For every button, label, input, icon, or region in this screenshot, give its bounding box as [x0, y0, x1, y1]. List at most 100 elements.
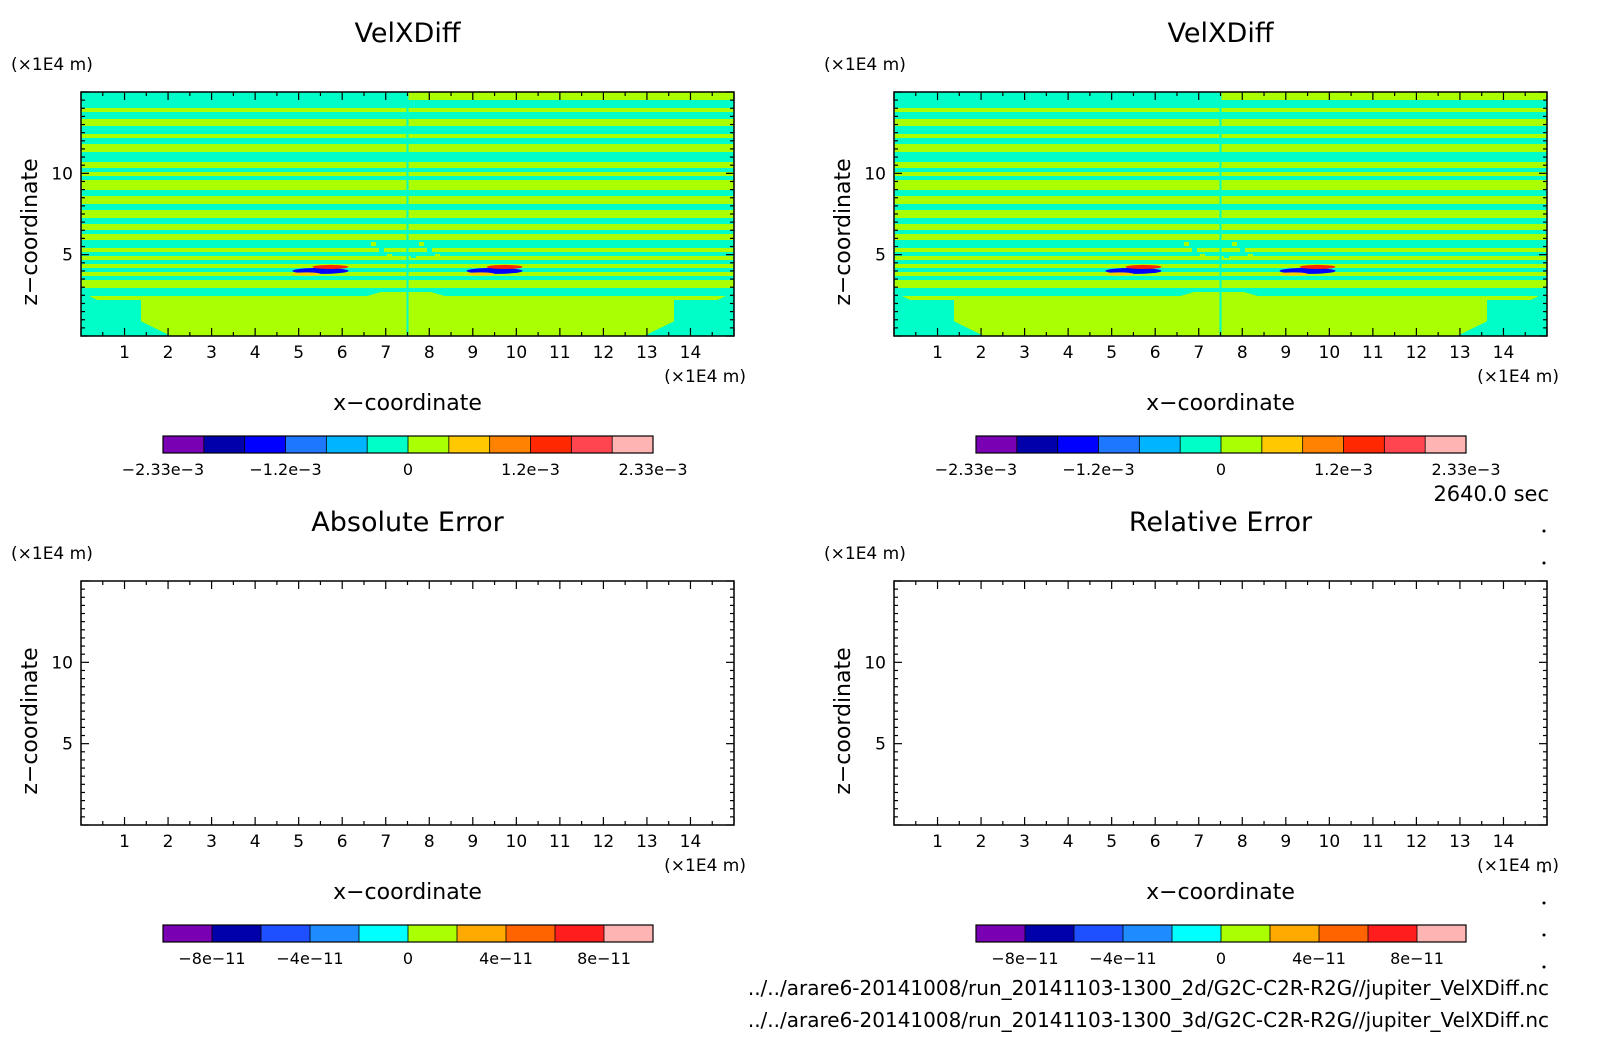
field-region — [674, 300, 734, 336]
field-ripple — [1256, 242, 1261, 246]
file-path-2: ../../arare6-20141008/run_20141103-1300_… — [748, 1008, 1549, 1032]
x-tick-label: 10 — [506, 832, 528, 852]
colorbar-swatch — [1123, 925, 1173, 942]
field-feature — [1125, 264, 1162, 269]
colorbar-swatch — [1425, 436, 1467, 453]
chart-title: VelXDiff — [355, 18, 462, 49]
colorbar-label: −4e−11 — [1089, 949, 1156, 968]
field-band — [407, 92, 734, 100]
x-tick-label: 12 — [593, 832, 615, 852]
y-unit-label: (×1E4 m) — [824, 55, 906, 75]
field-ripple — [435, 254, 440, 258]
x-tick-label: 10 — [1319, 832, 1341, 852]
x-tick-label: 2 — [163, 832, 174, 852]
colorbar-swatch — [1016, 436, 1059, 453]
field-region — [894, 300, 954, 336]
chart-title: Relative Error — [1129, 507, 1313, 538]
x-tick-label: 4 — [1063, 343, 1074, 363]
x-tick-label: 6 — [1150, 343, 1161, 363]
ticks — [893, 91, 1548, 337]
y-unit-label: (×1E4 m) — [11, 55, 93, 75]
x-tick-label: 8 — [1237, 832, 1248, 852]
chart-title: VelXDiff — [1168, 18, 1275, 49]
x-tick-label: 12 — [1406, 343, 1428, 363]
colorbar-label: 1.2e−3 — [501, 460, 560, 479]
colorbar-swatch — [203, 436, 246, 453]
x-tick-label: 14 — [1493, 343, 1515, 363]
colorbar-label: 2.33e−3 — [618, 460, 687, 479]
ticks — [80, 91, 735, 337]
y-unit-label: (×1E4 m) — [824, 544, 906, 564]
colorbar-swatch — [448, 436, 491, 453]
field-ripple — [1208, 242, 1213, 246]
x-tick-label: 13 — [636, 832, 658, 852]
chart-panel-2: VelXDiff(×1E4 m)1 2 3 4 5 6 7 8 9 10 11 12 13 14510(×… — [824, 18, 1559, 479]
colorbar-swatch — [976, 925, 1026, 942]
field-region — [1044, 292, 1394, 336]
colorbar-swatch — [571, 436, 613, 453]
colorbar-label: 2.33e−3 — [1431, 460, 1500, 479]
colorbar-label: −1.2e−3 — [1062, 460, 1134, 479]
field-ripple — [395, 242, 400, 246]
field-ripple — [379, 248, 384, 252]
x-tick-label: 11 — [549, 832, 571, 852]
field-feature — [312, 264, 349, 269]
colorbar-label: −2.33e−3 — [122, 460, 204, 479]
field-ripple — [1184, 242, 1189, 246]
field-ripple — [1192, 248, 1197, 252]
colorbar-swatch — [1180, 436, 1222, 453]
x-tick-label: 5 — [1106, 832, 1117, 852]
field-ripple — [1240, 248, 1245, 252]
colorbar: −2.33e−3 −1.2e−3 0 1.2e−3 2.33e−3 — [122, 435, 688, 479]
field-ripple — [411, 254, 416, 258]
y-tick-label: 10 — [51, 164, 73, 184]
field-ripple — [371, 242, 376, 246]
colorbar-swatch — [604, 925, 654, 942]
x-tick-label: 8 — [424, 832, 435, 852]
x-unit-label: (×1E4 m) — [1477, 856, 1559, 876]
x-tick-label: 2 — [163, 343, 174, 363]
x-axis-label: x−coordinate — [333, 880, 482, 905]
colorbar-label: −1.2e−3 — [249, 460, 321, 479]
y-tick-label: 5 — [62, 246, 73, 266]
chart-panel-3: Absolute Error(×1E4 m)1 2 3 4 5 6 7 8 9 10 11 12 13 1… — [11, 507, 746, 968]
colorbar-swatch — [976, 436, 1018, 453]
x-tick-label: 7 — [380, 832, 391, 852]
chart-panel-1: VelXDiff(×1E4 m)1 2 3 4 5 6 7 8 9 10 11 12 13 14510(×… — [11, 18, 746, 479]
colorbar-swatch — [367, 436, 409, 453]
colorbar-swatch — [1417, 925, 1467, 942]
colorbar-swatch — [310, 925, 360, 942]
y-tick-label: 5 — [62, 735, 73, 755]
colorbar-swatch — [408, 925, 458, 942]
field-ripple — [443, 242, 448, 246]
field-region — [1487, 300, 1547, 336]
x-tick-label: 12 — [593, 343, 615, 363]
colorbar-label: 4e−11 — [1292, 949, 1346, 968]
colorbar-swatch — [359, 925, 409, 942]
field-ripple — [427, 248, 432, 252]
x-tick-label: 9 — [1280, 343, 1291, 363]
field-band — [894, 92, 1221, 100]
y-axis-label: z−coordinate — [831, 647, 856, 794]
x-tick-label: 11 — [549, 343, 571, 363]
colorbar-swatch — [530, 436, 572, 453]
field-ripple — [387, 254, 392, 258]
field-feature — [1299, 264, 1336, 269]
colorbar-swatch — [506, 925, 556, 942]
x-tick-label: 9 — [467, 343, 478, 363]
field-feature — [466, 272, 495, 276]
x-tick-label: 3 — [206, 832, 217, 852]
x-tick-label: 6 — [337, 832, 348, 852]
decorative-dots — [1542, 529, 1546, 969]
y-tick-label: 5 — [875, 246, 886, 266]
x-tick-label: 13 — [636, 343, 658, 363]
colorbar-swatch — [326, 436, 368, 453]
colorbar-swatch — [212, 925, 262, 942]
colorbar-label: −2.33e−3 — [935, 460, 1017, 479]
field-ripple — [419, 242, 424, 246]
x-unit-label: (×1E4 m) — [664, 856, 746, 876]
x-tick-label: 7 — [1193, 832, 1204, 852]
colorbar-label: 8e−11 — [577, 949, 631, 968]
x-unit-label: (×1E4 m) — [664, 367, 746, 387]
